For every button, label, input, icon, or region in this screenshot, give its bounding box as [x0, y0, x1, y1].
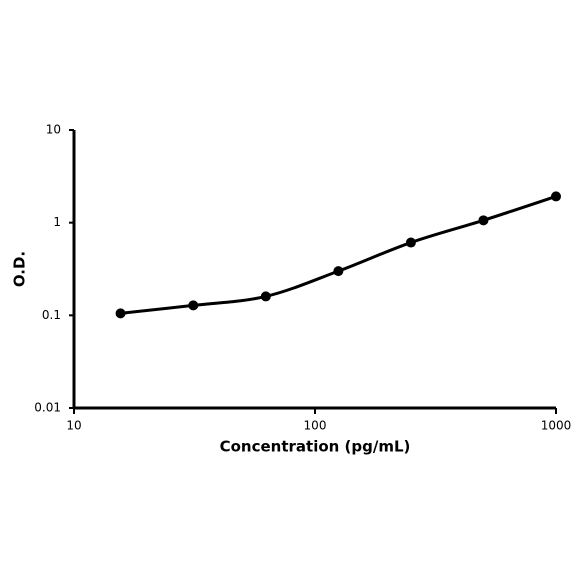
data-point — [478, 215, 489, 226]
data-point — [260, 291, 271, 302]
data-point — [405, 237, 416, 248]
data-point — [333, 266, 344, 277]
y-axis-label: O.D. — [11, 251, 29, 287]
x-axis-label: Concentration (pg/mL) — [220, 438, 411, 456]
data-point — [551, 191, 561, 202]
data-point — [115, 308, 126, 319]
x-tick-label: 10 — [66, 419, 81, 433]
x-tick-label: 100 — [304, 419, 327, 433]
data-point — [188, 300, 199, 311]
data-line — [120, 194, 557, 315]
y-tick-label: 1 — [53, 215, 61, 229]
y-tick-label: 10 — [46, 123, 61, 137]
y-tick-label: 0.1 — [42, 308, 61, 322]
y-tick-label: 0.01 — [34, 401, 61, 415]
x-tick-label: 1000 — [541, 419, 572, 433]
